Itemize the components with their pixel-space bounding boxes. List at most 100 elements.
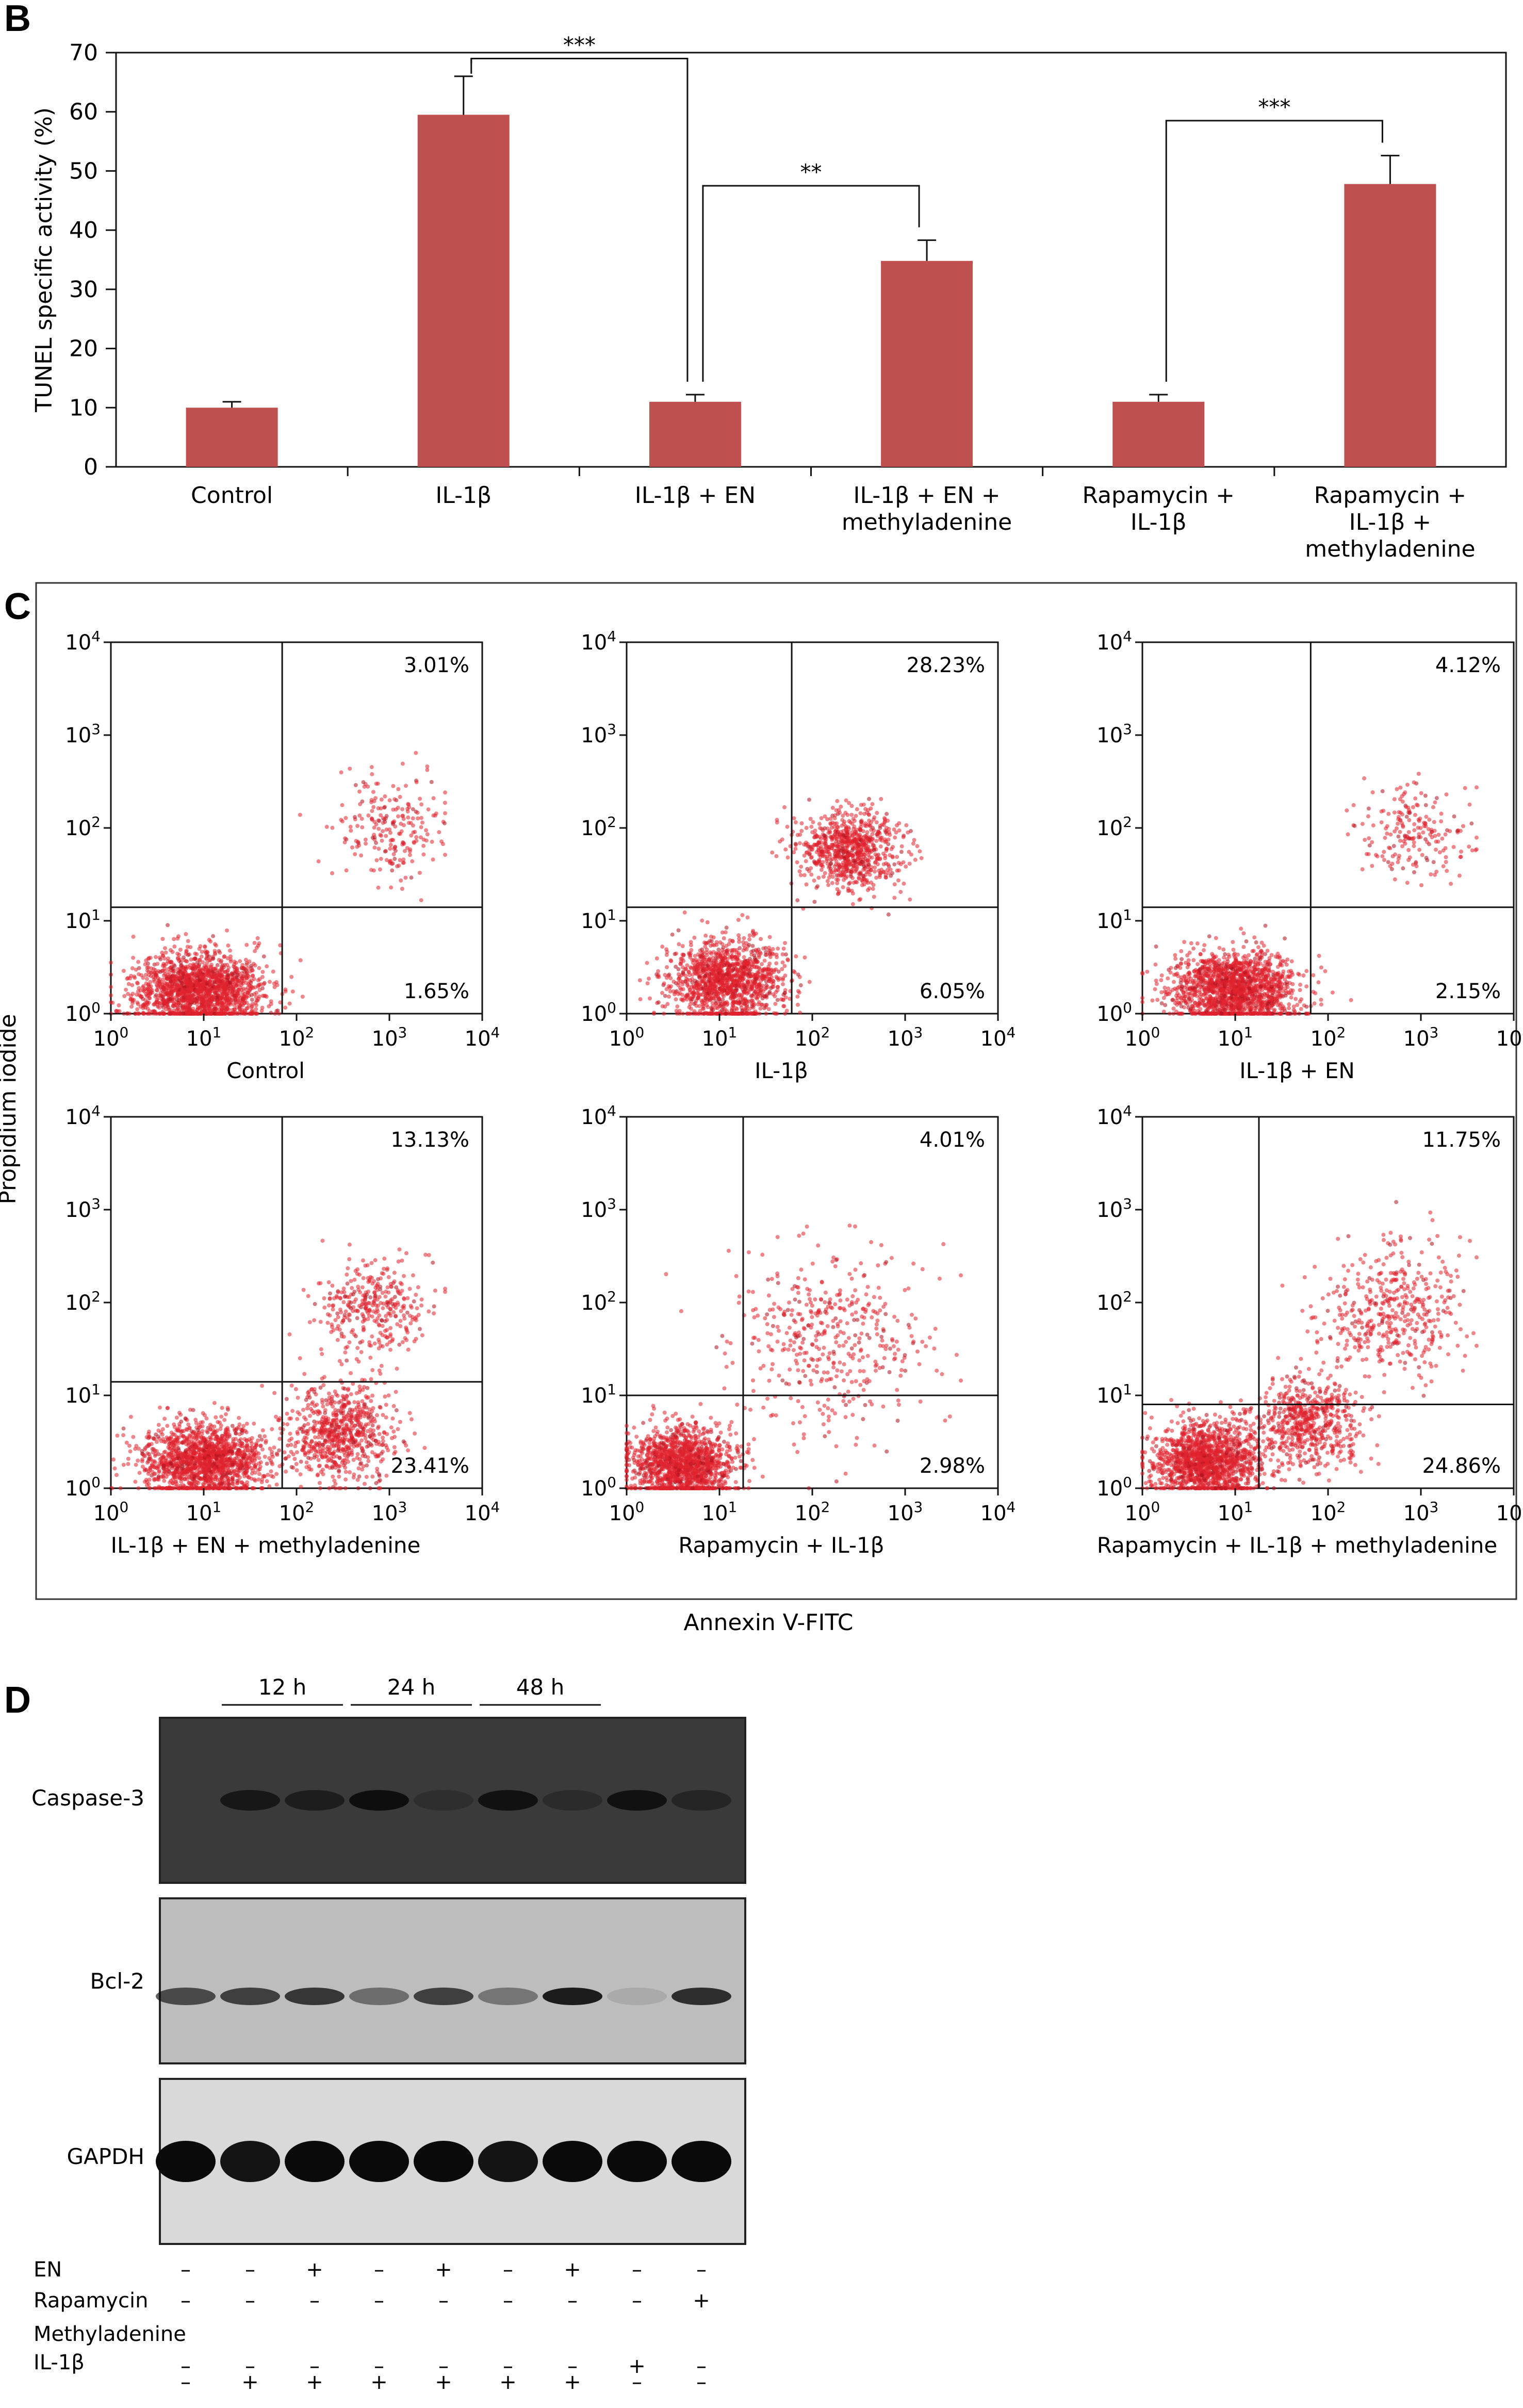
event-dot (850, 876, 855, 880)
event-dot (253, 963, 257, 968)
event-dot (1281, 972, 1285, 977)
y-axis-title: TUNEL specific activity (%) (31, 107, 57, 413)
event-dot (837, 833, 842, 837)
event-dot (798, 873, 803, 877)
event-dot (145, 965, 150, 970)
x-tick-label: 104 (465, 1024, 500, 1051)
event-dot (392, 847, 396, 851)
event-dot (225, 928, 229, 933)
event-dot (723, 1001, 727, 1005)
event-dot (178, 972, 183, 976)
flow-plot: 1001001011011021021031031041044.12%2.15%… (1096, 628, 1523, 1083)
event-dot (724, 1011, 728, 1016)
event-dot (894, 830, 898, 835)
event-dot (722, 987, 726, 992)
event-dot (898, 890, 903, 894)
event-dot (741, 997, 745, 1001)
event-dot (125, 1012, 129, 1016)
event-dot (845, 863, 849, 867)
event-dot (861, 802, 866, 807)
event-dot (850, 856, 855, 860)
event-dot (766, 967, 771, 972)
event-dot (828, 861, 833, 866)
event-dot (417, 871, 422, 875)
event-dot (406, 815, 411, 820)
event-dot (162, 981, 167, 985)
event-dot (874, 820, 879, 825)
event-dot (806, 842, 810, 847)
event-dot (389, 885, 394, 890)
event-dot (359, 853, 364, 858)
event-dot (751, 1010, 756, 1015)
event-dot (406, 821, 411, 825)
event-dot (837, 844, 842, 849)
y-tick-label: 50 (69, 158, 98, 184)
event-dot (690, 980, 695, 985)
event-dot (872, 894, 876, 899)
y-tick-label: 20 (69, 336, 98, 362)
event-dot (374, 782, 379, 786)
event-dot (693, 954, 697, 958)
event-dot (207, 938, 211, 942)
event-dot (793, 841, 798, 846)
event-dot (843, 810, 848, 815)
event-dot (298, 958, 303, 963)
event-dot (255, 1012, 259, 1016)
event-dot (899, 844, 904, 849)
event-dot (866, 859, 871, 864)
event-dot (399, 821, 403, 826)
event-dot (167, 982, 172, 986)
event-dot (198, 958, 202, 963)
event-dot (257, 966, 261, 970)
event-dot (915, 844, 920, 849)
event-dot (175, 951, 180, 956)
event-dot (409, 875, 414, 880)
event-dot (886, 912, 891, 917)
event-dot (420, 820, 424, 825)
event-dot (809, 847, 814, 851)
event-dot (854, 837, 858, 842)
event-dot (684, 967, 689, 971)
event-dot (278, 943, 283, 948)
event-dot (233, 994, 238, 998)
x-tick-label: IL-1β + EN + (854, 482, 1001, 509)
event-dot (724, 925, 729, 930)
event-dot (703, 981, 708, 986)
event-dot (275, 1008, 280, 1013)
event-dot (775, 988, 780, 993)
event-dot (707, 996, 712, 1000)
event-dot (840, 818, 845, 822)
event-dot (773, 994, 777, 999)
event-dot (694, 1003, 699, 1008)
event-dot (868, 824, 873, 828)
event-dot (834, 839, 839, 844)
event-dot (647, 977, 651, 981)
event-dot (907, 850, 911, 854)
event-dot (752, 1002, 757, 1006)
event-dot (648, 996, 652, 1001)
event-dot (668, 958, 673, 963)
event-dot (863, 834, 867, 838)
event-dot (892, 882, 897, 887)
event-dot (726, 948, 730, 952)
event-dot (252, 977, 256, 982)
event-dot (1140, 1000, 1144, 1004)
event-dot (220, 973, 224, 978)
event-dot (212, 942, 217, 947)
event-dot (823, 814, 827, 819)
event-dot (883, 853, 888, 858)
event-dot (748, 959, 752, 964)
event-dot (254, 1003, 258, 1007)
event-dot (826, 831, 831, 835)
event-dot (784, 1008, 789, 1013)
x-tick-label: 102 (795, 1024, 830, 1051)
event-dot (878, 825, 882, 830)
event-dot (847, 801, 851, 805)
event-dot (846, 841, 851, 846)
event-dot (812, 843, 817, 847)
event-dot (1263, 923, 1268, 928)
event-dot (259, 1008, 264, 1013)
event-dot (918, 849, 922, 854)
bar (186, 408, 278, 467)
event-dot (239, 987, 244, 992)
